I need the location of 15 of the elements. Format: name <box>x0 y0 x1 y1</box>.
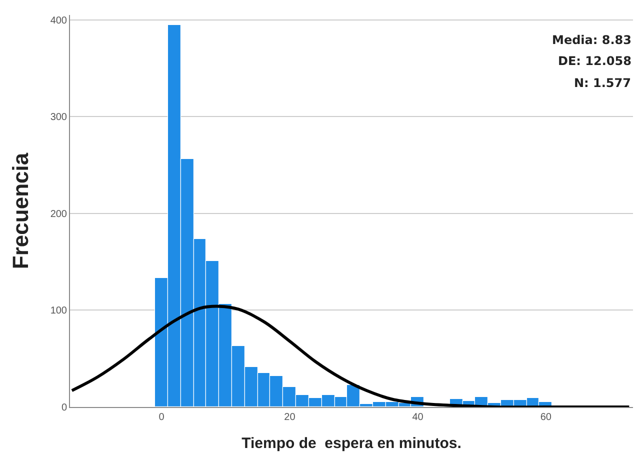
x-tick-label: 40 <box>412 412 424 423</box>
y-tick-label: 200 <box>50 208 68 220</box>
annotation: DE: 12.058 <box>558 54 632 68</box>
annotation: Media: 8.83 <box>552 33 632 47</box>
line-series <box>70 304 631 407</box>
y-tick-label: 100 <box>50 306 68 317</box>
y-tick-label: 0 <box>61 402 68 414</box>
y-axis-title: Frecuencia <box>8 152 34 270</box>
x-tick-label: 20 <box>284 412 296 423</box>
x-axis-title: Tiempo de espera en minutos. <box>242 435 462 452</box>
y-tick-label: 400 <box>50 15 68 26</box>
annotation: N: 1.577 <box>574 76 631 90</box>
x-tick-label: 60 <box>540 412 552 423</box>
y-tick-label: 300 <box>50 112 68 124</box>
x-tick-label: 0 <box>158 412 165 423</box>
